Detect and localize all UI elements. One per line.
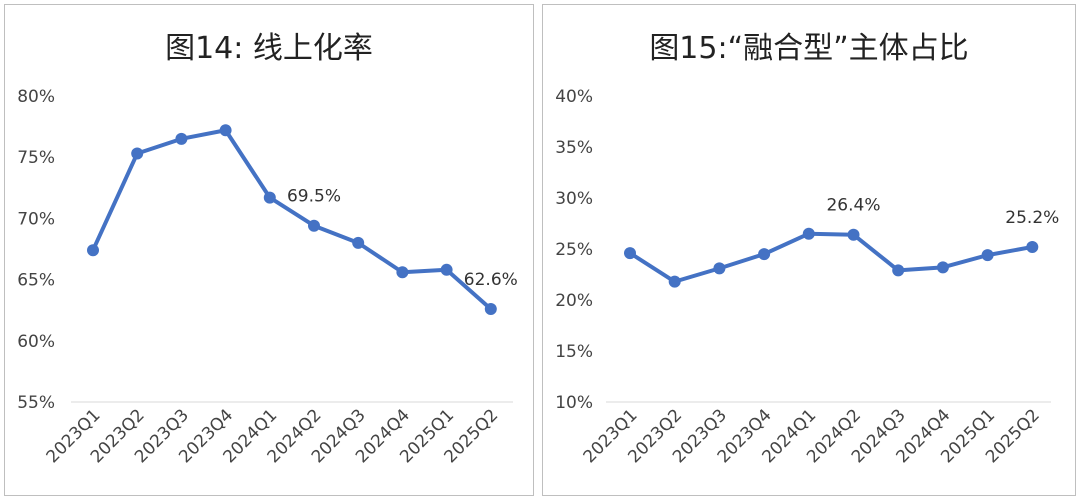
series-line (628, 231, 1033, 284)
data-point (396, 266, 409, 279)
data-point (484, 302, 497, 315)
data-point (668, 275, 681, 288)
data-point (175, 132, 188, 145)
y-tick-label: 25% (555, 240, 593, 260)
data-label: 69.5% (287, 187, 341, 207)
chart-panel-online-rate: 图14: 线上化率 80% 75% 70% 65% 60% 55% 2023Q1 2023Q2… (4, 4, 534, 496)
data-point (758, 248, 771, 261)
y-tick-label: 35% (555, 138, 593, 158)
chart-panel-fusion-share: 图15:“融合型”主体占比 40% 35% 30% 25% 20% 15% 10% 2023Q… (542, 4, 1076, 496)
y-tick-label: 60% (17, 332, 55, 352)
y-tick-label: 75% (17, 148, 55, 168)
data-point (936, 261, 949, 274)
data-point (1026, 240, 1039, 253)
data-point (219, 124, 232, 137)
data-point (624, 247, 636, 260)
data-point (87, 244, 99, 257)
data-point (892, 264, 905, 277)
chart-title: 图14: 线上化率 (165, 31, 373, 66)
y-tick-label: 30% (555, 189, 593, 209)
line-chart-online-rate: 80%75%70%65%60%55%2023Q12023Q22023Q32023… (17, 87, 518, 467)
data-label: 62.6% (464, 270, 518, 290)
y-tick-label: 65% (17, 271, 55, 291)
data-point (440, 263, 453, 276)
data-label: 25.2% (1005, 208, 1059, 228)
y-tick-label: 10% (555, 393, 593, 413)
y-tick-label: 55% (17, 393, 55, 413)
y-tick-label: 40% (555, 87, 593, 107)
y-tick-label: 20% (555, 291, 593, 311)
data-point (131, 147, 144, 160)
data-point (802, 227, 815, 240)
data-point (263, 191, 276, 204)
y-tick-label: 70% (17, 209, 55, 229)
data-point (847, 228, 860, 241)
series-line (91, 128, 493, 311)
line-chart-fusion-share: 40%35%30%25%20%15%10%2023Q12023Q22023Q32… (555, 87, 1059, 467)
data-point (352, 236, 365, 249)
y-tick-label: 80% (17, 87, 55, 107)
data-point (308, 219, 320, 232)
data-label: 26.4% (826, 196, 880, 216)
chart-title: 图15:“融合型”主体占比 (649, 31, 969, 66)
data-point (713, 262, 726, 275)
data-point (981, 249, 994, 262)
y-tick-label: 15% (555, 342, 593, 362)
